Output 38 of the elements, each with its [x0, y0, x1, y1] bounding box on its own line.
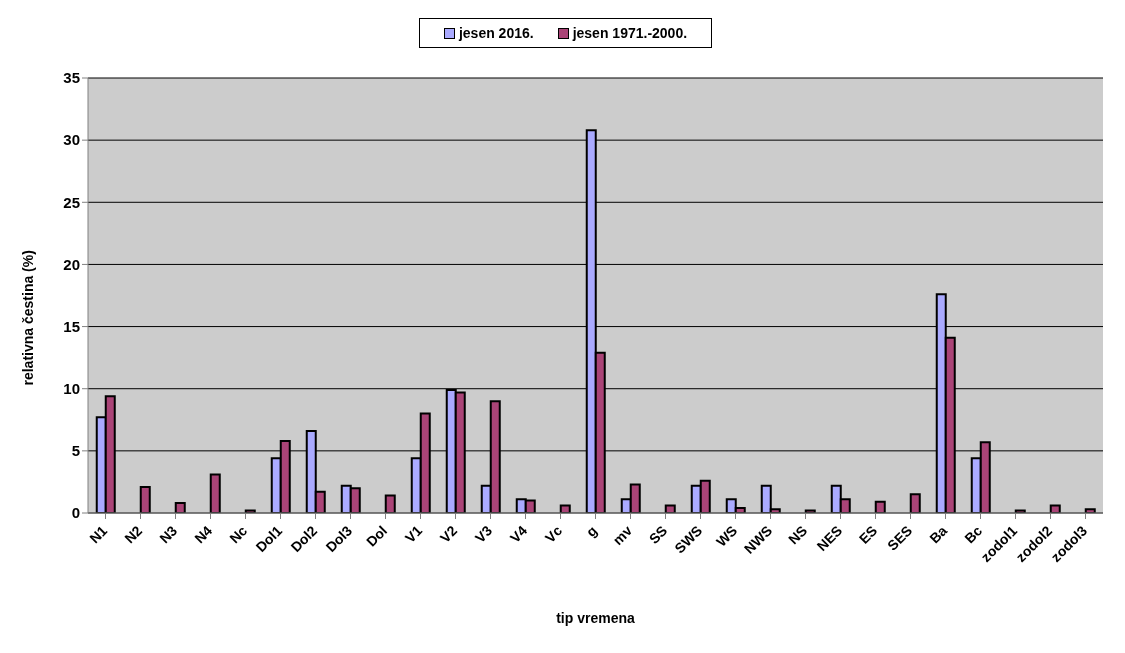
bar — [384, 494, 396, 513]
x-tick-label: Dol — [362, 522, 391, 550]
x-tick-label: Vc — [541, 522, 566, 546]
y-tick-label: 25 — [63, 193, 80, 211]
x-tick-label: NS — [785, 522, 811, 548]
x-tick-label: Ba — [926, 522, 951, 547]
y-tick-label: 35 — [63, 69, 80, 87]
y-tick-label: 30 — [63, 131, 80, 149]
x-tick-label: V2 — [436, 522, 461, 546]
x-tick-label: mv — [609, 522, 636, 549]
bar — [209, 473, 221, 513]
x-tick-label: V4 — [506, 522, 531, 546]
bar — [1084, 508, 1096, 513]
bar — [174, 502, 186, 513]
bar — [874, 500, 886, 513]
bar — [909, 493, 921, 513]
x-tick-label: N2 — [121, 522, 146, 547]
x-tick-label: Bc — [961, 522, 986, 547]
y-tick-label: 15 — [63, 317, 80, 335]
x-tick-label: ES — [855, 522, 881, 547]
x-tick-label: V1 — [401, 522, 426, 546]
y-tick-label: 20 — [63, 255, 80, 273]
y-tick-label: 0 — [71, 504, 80, 522]
x-tick-label: N4 — [191, 522, 216, 547]
x-tick-label: N3 — [156, 522, 181, 547]
y-tick-label: 5 — [71, 442, 80, 460]
x-axis-title: tip vremena — [556, 610, 635, 626]
y-axis-title: relativna čestina (%) — [19, 250, 36, 386]
x-tick-label: Nc — [226, 522, 251, 547]
x-tick-label: g — [582, 522, 601, 540]
y-tick-label: 10 — [63, 380, 80, 398]
x-tick-label: N1 — [86, 522, 111, 547]
x-tick-label: SS — [645, 522, 671, 547]
x-tick-label: V3 — [471, 522, 496, 546]
legend-label: jesen 1971.-2000. — [571, 25, 688, 41]
legend-label: jesen 2016. — [457, 25, 534, 41]
x-tick-label: WS — [712, 522, 741, 550]
bar — [139, 485, 151, 513]
